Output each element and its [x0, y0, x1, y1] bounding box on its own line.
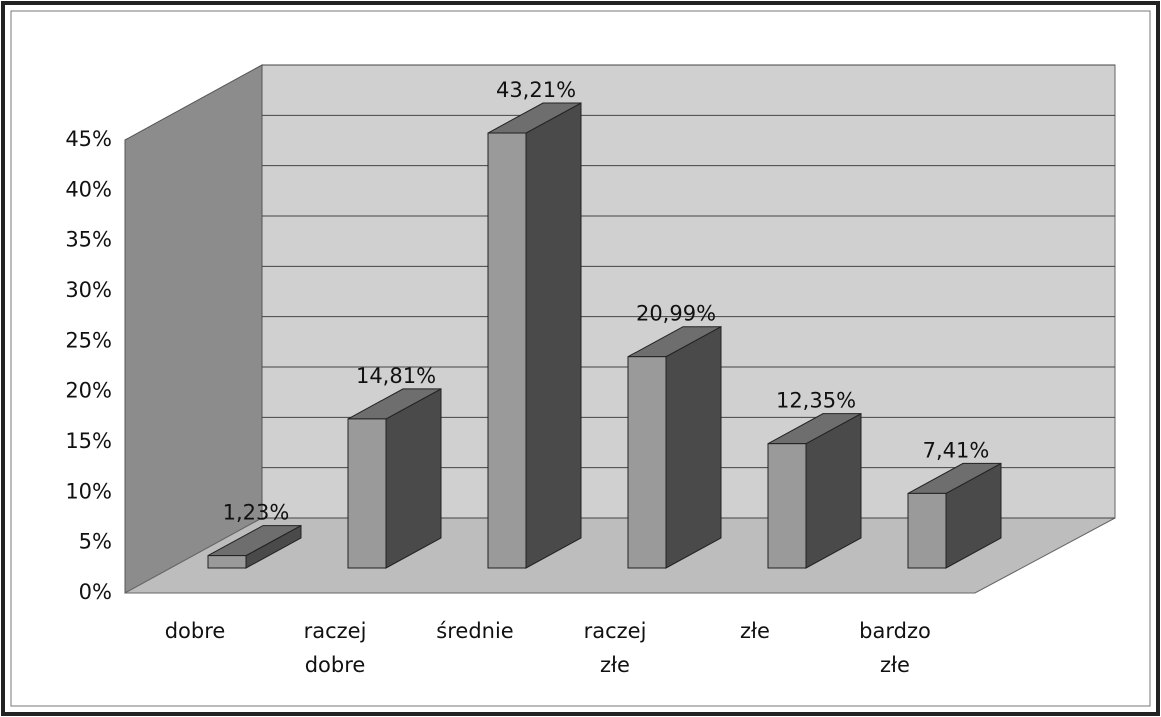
- y-tick-label: 45%: [65, 127, 112, 151]
- bar-side: [385, 388, 442, 569]
- bar: [347, 388, 442, 569]
- x-tick-line: raczej: [584, 619, 647, 643]
- y-tick-label: 35%: [65, 228, 112, 252]
- bar-side: [525, 102, 582, 569]
- bar: [627, 325, 722, 569]
- x-tick-label: złe: [740, 619, 770, 643]
- y-tick-label: 15%: [65, 429, 112, 453]
- bar-front: [347, 418, 387, 569]
- x-tick-line: dobre: [305, 653, 366, 677]
- y-tick-label: 10%: [65, 479, 112, 503]
- y-tick-label: 5%: [79, 530, 112, 554]
- x-tick-line: bardzo: [859, 619, 931, 643]
- bar-front: [627, 356, 667, 569]
- y-tick-label: 30%: [65, 278, 112, 302]
- bar-side: [665, 325, 722, 569]
- bar: [767, 412, 862, 569]
- x-tick-line: złe: [600, 653, 630, 677]
- value-label: 12,35%: [776, 389, 856, 413]
- value-label: 1,23%: [223, 501, 290, 525]
- y-tick-label: 40%: [65, 177, 112, 201]
- x-tick-line: raczej: [304, 619, 367, 643]
- bar: [207, 524, 302, 569]
- bar-front: [487, 132, 527, 569]
- value-label: 14,81%: [356, 364, 436, 388]
- bar-front: [907, 492, 947, 569]
- x-tick-label: dobre: [165, 619, 226, 643]
- x-tick-label: raczej złe: [584, 619, 647, 677]
- x-tick-label: bardzo złe: [859, 619, 931, 677]
- value-label: 43,21%: [496, 78, 576, 102]
- y-tick-label: 0%: [79, 580, 112, 604]
- bar: [487, 102, 582, 569]
- x-tick-label: raczej dobre: [304, 619, 367, 677]
- bar-front: [207, 555, 247, 569]
- inner-frame: [10, 10, 1151, 707]
- bar: [907, 462, 1002, 569]
- y-tick-label: 20%: [65, 379, 112, 403]
- y-tick-label: 25%: [65, 328, 112, 352]
- bar-front: [767, 443, 807, 569]
- x-tick-line: złe: [880, 653, 910, 677]
- x-tick-label: średnie: [436, 619, 513, 643]
- value-label: 20,99%: [636, 302, 716, 326]
- value-label: 7,41%: [923, 438, 990, 462]
